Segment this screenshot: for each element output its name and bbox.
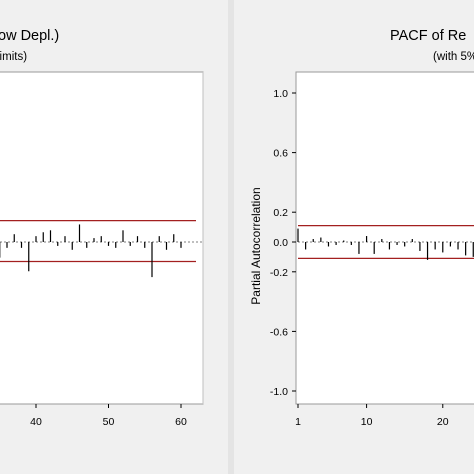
pacf-panel: PACF of Re (with 5% Partial Autocorrelat…	[234, 0, 474, 474]
pacf-x-tick-label-1: 1	[295, 416, 301, 428]
pacf-y-axis: 1.0 0.6 0.2 0.0 -0.2 -0.6 -1.0	[270, 88, 296, 398]
acf-title: ow Depl.)	[0, 28, 59, 44]
pacf-chart: PACF of Re (with 5% Partial Autocorrelat…	[249, 28, 474, 428]
pacf-title: PACF of Re	[390, 28, 466, 44]
acf-significance-limits	[0, 219, 196, 263]
acf-x-tick-label-40: 40	[30, 416, 42, 428]
pacf-y-axis-label: Partial Autocorrelation	[249, 187, 263, 304]
pacf-x-tick-label-20: 20	[437, 416, 449, 428]
acf-chart: ow Depl.) limits) 40 50 60	[0, 28, 204, 428]
pacf-significance-limits	[298, 224, 474, 260]
acf-subtitle: limits)	[0, 51, 27, 63]
pacf-x-tick-label-10: 10	[361, 416, 373, 428]
acf-spikes	[0, 224, 182, 278]
pacf-y-tick-label-2: 0.2	[273, 207, 288, 219]
pacf-y-tick-label-1: 0.6	[273, 148, 288, 160]
acf-panel: ow Depl.) limits) 40 50 60	[0, 0, 228, 474]
pacf-y-tick-label-4: -0.2	[270, 267, 288, 279]
pacf-y-tick-label-5: -0.6	[270, 326, 288, 338]
pacf-subtitle: (with 5%	[433, 51, 474, 63]
pacf-plot-area	[295, 71, 474, 405]
acf-x-tick-label-60: 60	[175, 416, 187, 428]
acf-x-axis: 40 50 60	[30, 404, 187, 428]
acf-x-tick-label-50: 50	[103, 416, 115, 428]
panel-separator	[228, 0, 234, 474]
pacf-x-axis: 1 10 20	[295, 404, 449, 428]
pacf-spikes	[297, 228, 474, 260]
pacf-y-tick-label-6: -1.0	[270, 386, 288, 398]
pacf-y-tick-label-0: 1.0	[273, 88, 288, 100]
pacf-y-tick-label-3: 0.0	[273, 237, 288, 249]
